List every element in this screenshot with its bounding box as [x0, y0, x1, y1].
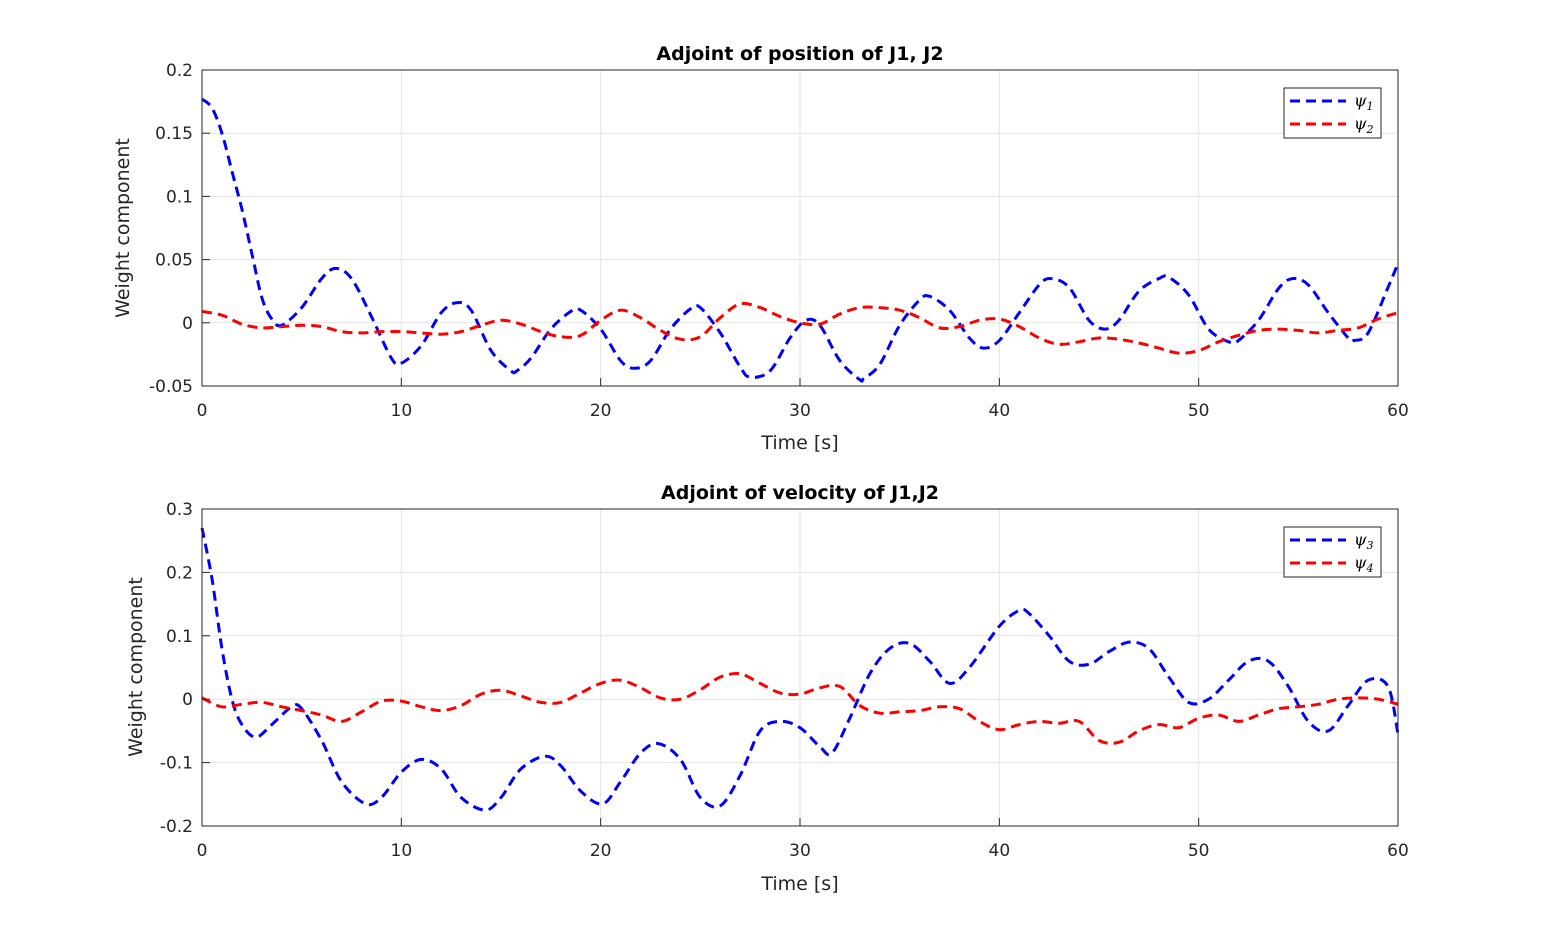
y-tick-marks: -0.05 0 0.05 0.1 0.15 0.2	[149, 61, 210, 397]
x-tick-label: 60	[1387, 841, 1409, 861]
x-tick-label: 20	[590, 401, 612, 421]
x-tick-label: 50	[1188, 401, 1210, 421]
y-tick-marks: -0.2 -0.1 0 0.1 0.2 0.3	[160, 500, 210, 837]
x-tick-marks: 0 10 20 30 40 50 60	[197, 378, 1409, 421]
series-line-1	[201, 97, 1400, 383]
series-line-3	[200, 527, 1400, 812]
x-tick-label: 60	[1387, 401, 1409, 421]
legend: ψ3 ψ4	[1283, 526, 1382, 578]
x-tick-label: 40	[989, 401, 1011, 421]
legend-box	[1283, 526, 1382, 578]
x-tick-label: 50	[1188, 841, 1210, 861]
y-tick-label: -0.1	[160, 754, 193, 774]
legend: ψ1 ψ2	[1283, 87, 1382, 139]
x-tick-marks: 0 10 20 30 40 50 60	[197, 818, 1409, 861]
chart-title: Adjoint of position of J1, J2	[656, 43, 943, 65]
data-lines	[200, 527, 1400, 812]
data-lines	[201, 97, 1400, 383]
grid-lines	[202, 509, 1398, 826]
x-tick-label: 20	[590, 841, 612, 861]
chart-title: Adjoint of velocity of J1,J2	[661, 482, 939, 504]
y-tick-label: 0.15	[155, 124, 193, 144]
legend-label-psi2: ψ2	[1354, 114, 1374, 136]
x-tick-label: 0	[197, 841, 208, 861]
y-tick-label: 0.05	[155, 251, 193, 271]
x-tick-label: 30	[789, 841, 811, 861]
legend-label-psi1: ψ1	[1354, 91, 1374, 113]
series-line-4	[201, 672, 1399, 745]
x-tick-label: 30	[789, 401, 811, 421]
x-tick-label: 40	[989, 841, 1011, 861]
x-tick-label: 10	[391, 841, 413, 861]
y-tick-label: 0.1	[166, 187, 193, 207]
legend-box	[1283, 87, 1382, 139]
subplot-velocity: 0 10 20 30 40 50 60 -0.2 -0.1 0 0.1 0.2 0.3 Adjoint…	[125, 482, 1409, 895]
x-tick-label: 10	[391, 401, 413, 421]
y-axis-title: Weight component	[125, 577, 147, 757]
y-tick-label: 0	[182, 314, 193, 334]
x-tick-label: 0	[197, 401, 208, 421]
legend-label-psi3: ψ3	[1354, 530, 1374, 552]
legend-label-psi4: ψ4	[1354, 553, 1374, 575]
y-tick-label: 0.2	[166, 61, 193, 81]
y-tick-label: 0.2	[166, 563, 193, 583]
y-tick-label: -0.2	[160, 817, 193, 837]
x-axis-title: Time [s]	[760, 873, 838, 895]
y-tick-label: -0.05	[149, 377, 193, 397]
x-axis-title: Time [s]	[760, 432, 838, 454]
y-tick-label: 0.1	[166, 627, 193, 647]
y-tick-label: 0	[182, 690, 193, 710]
y-axis-title: Weight component	[112, 138, 134, 318]
y-tick-label: 0.3	[166, 500, 193, 520]
